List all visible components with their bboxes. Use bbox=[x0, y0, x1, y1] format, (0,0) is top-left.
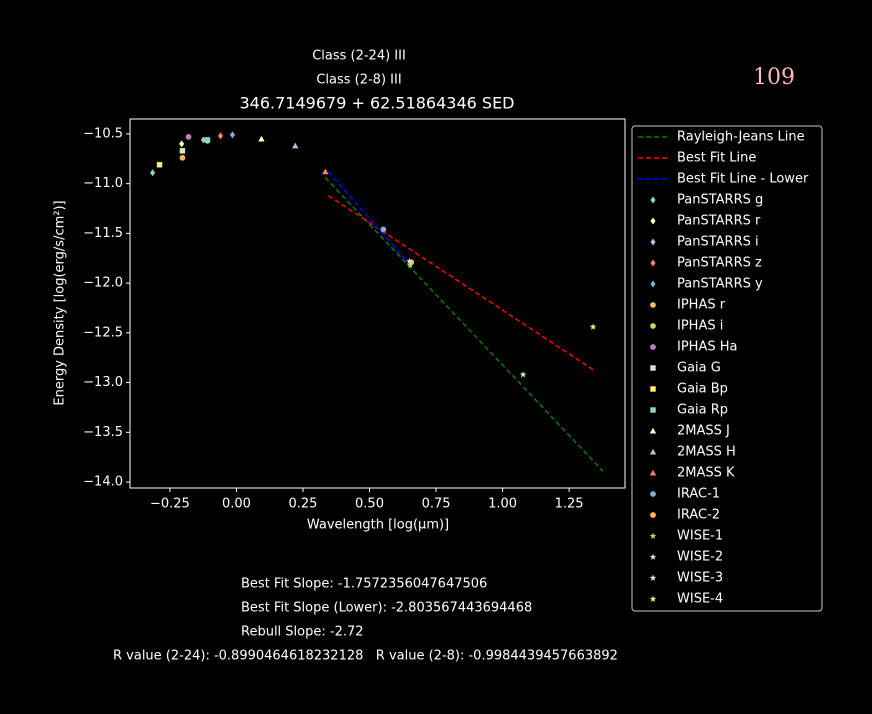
legend-label: Rayleigh-Jeans Line bbox=[677, 130, 805, 145]
legend-label: WISE-3 bbox=[677, 571, 723, 586]
legend-label: WISE-2 bbox=[677, 550, 723, 565]
legend-label: PanSTARRS r bbox=[677, 214, 761, 229]
x-tick-label: 1.00 bbox=[488, 497, 517, 512]
legend-handle bbox=[650, 259, 656, 267]
y-tick-label: −13.5 bbox=[83, 425, 123, 440]
legend-label: WISE-1 bbox=[677, 529, 723, 544]
legend-handle bbox=[650, 365, 656, 371]
y-tick-label: −10.5 bbox=[83, 126, 123, 141]
legend-label: Gaia Bp bbox=[677, 382, 728, 397]
x-tick-label: −0.25 bbox=[150, 497, 190, 512]
y-axis-label: Energy Density [log(erg/s/cm²)] bbox=[53, 200, 68, 405]
legend-handle bbox=[649, 427, 657, 434]
legend-handle bbox=[650, 217, 656, 225]
legend-label: Gaia Rp bbox=[677, 403, 728, 418]
plot-frame bbox=[129, 118, 626, 489]
class-label: Class (2-8) III bbox=[316, 73, 401, 88]
legend-label: PanSTARRS g bbox=[677, 193, 763, 208]
x-tick-label: 0.00 bbox=[222, 497, 251, 512]
point bbox=[380, 226, 387, 233]
point bbox=[519, 371, 527, 378]
y-tick-label: −12.5 bbox=[83, 325, 123, 340]
legend-handle bbox=[650, 323, 656, 329]
note: Best Fit Slope (Lower): -2.8035674436944… bbox=[241, 601, 532, 616]
point bbox=[406, 261, 414, 269]
legend-label: 2MASS H bbox=[677, 445, 736, 460]
note: Rebull Slope: -2.72 bbox=[241, 625, 364, 640]
point bbox=[258, 135, 265, 142]
note: R value (2-24): -0.8990464618232128 R va… bbox=[113, 649, 618, 664]
fit-line bbox=[327, 194, 594, 371]
point bbox=[292, 142, 299, 149]
legend-label: Best Fit Line - Lower bbox=[677, 172, 809, 187]
y-tick-label: −11.5 bbox=[83, 226, 123, 241]
point bbox=[406, 257, 413, 265]
legend-label: PanSTARRS z bbox=[677, 256, 762, 271]
point bbox=[204, 137, 211, 143]
point bbox=[156, 162, 163, 168]
legend-label: IPHAS r bbox=[677, 298, 726, 313]
legend-label: IPHAS Ha bbox=[677, 340, 737, 355]
legend-label: 2MASS J bbox=[677, 424, 730, 439]
x-tick-label: 0.25 bbox=[289, 497, 318, 512]
x-axis-label: Wavelength [log(μm)] bbox=[307, 518, 449, 533]
y-tick-label: −14.0 bbox=[83, 475, 123, 490]
legend-label: Gaia G bbox=[677, 361, 721, 376]
point bbox=[322, 168, 329, 175]
point bbox=[150, 169, 156, 177]
fit-line bbox=[327, 171, 412, 267]
legend-label: IRAC-1 bbox=[677, 487, 720, 502]
legend-label: Best Fit Line bbox=[677, 151, 756, 166]
legend-label: IPHAS i bbox=[677, 319, 723, 334]
legend-handle bbox=[650, 386, 656, 392]
x-tick-label: 0.50 bbox=[355, 497, 384, 512]
point bbox=[217, 132, 224, 140]
y-tick-label: −13.0 bbox=[83, 375, 123, 390]
x-tick-label: 1.25 bbox=[555, 497, 584, 512]
legend-handle bbox=[649, 553, 657, 560]
y-tick-label: −11.0 bbox=[83, 176, 123, 191]
point bbox=[179, 154, 186, 161]
legend-handle bbox=[650, 491, 656, 497]
legend-label: PanSTARRS y bbox=[677, 277, 763, 292]
fit-line bbox=[324, 177, 604, 472]
legend-label: PanSTARRS i bbox=[677, 235, 759, 250]
point bbox=[229, 131, 236, 139]
legend-handle bbox=[650, 407, 656, 413]
legend-label: 2MASS K bbox=[677, 466, 735, 481]
point bbox=[179, 140, 185, 148]
note: Best Fit Slope: -1.7572356047647506 bbox=[241, 577, 487, 592]
legend-handle bbox=[650, 512, 656, 518]
chart-title: 346.7149679 + 62.51864346 SED bbox=[239, 94, 514, 113]
legend-handle bbox=[650, 302, 656, 308]
legend-handle bbox=[650, 344, 656, 350]
legend-handle bbox=[650, 196, 656, 204]
legend-handle bbox=[649, 448, 657, 455]
legend-label: WISE-4 bbox=[677, 592, 723, 607]
point bbox=[589, 323, 597, 330]
point bbox=[179, 148, 186, 154]
legend-handle bbox=[650, 280, 656, 288]
legend-handle bbox=[650, 238, 656, 246]
x-tick-label: 0.75 bbox=[422, 497, 451, 512]
legend-handle bbox=[649, 532, 657, 539]
legend-handle bbox=[649, 574, 657, 581]
point bbox=[185, 134, 192, 140]
legend-box bbox=[631, 125, 823, 612]
legend-handle bbox=[649, 469, 657, 476]
class-label: Class (2-24) III bbox=[312, 49, 406, 64]
legend-label: IRAC-2 bbox=[677, 508, 720, 523]
legend-handle bbox=[649, 595, 657, 602]
y-tick-label: −12.0 bbox=[83, 276, 123, 291]
corner-label: 109 bbox=[753, 65, 795, 90]
